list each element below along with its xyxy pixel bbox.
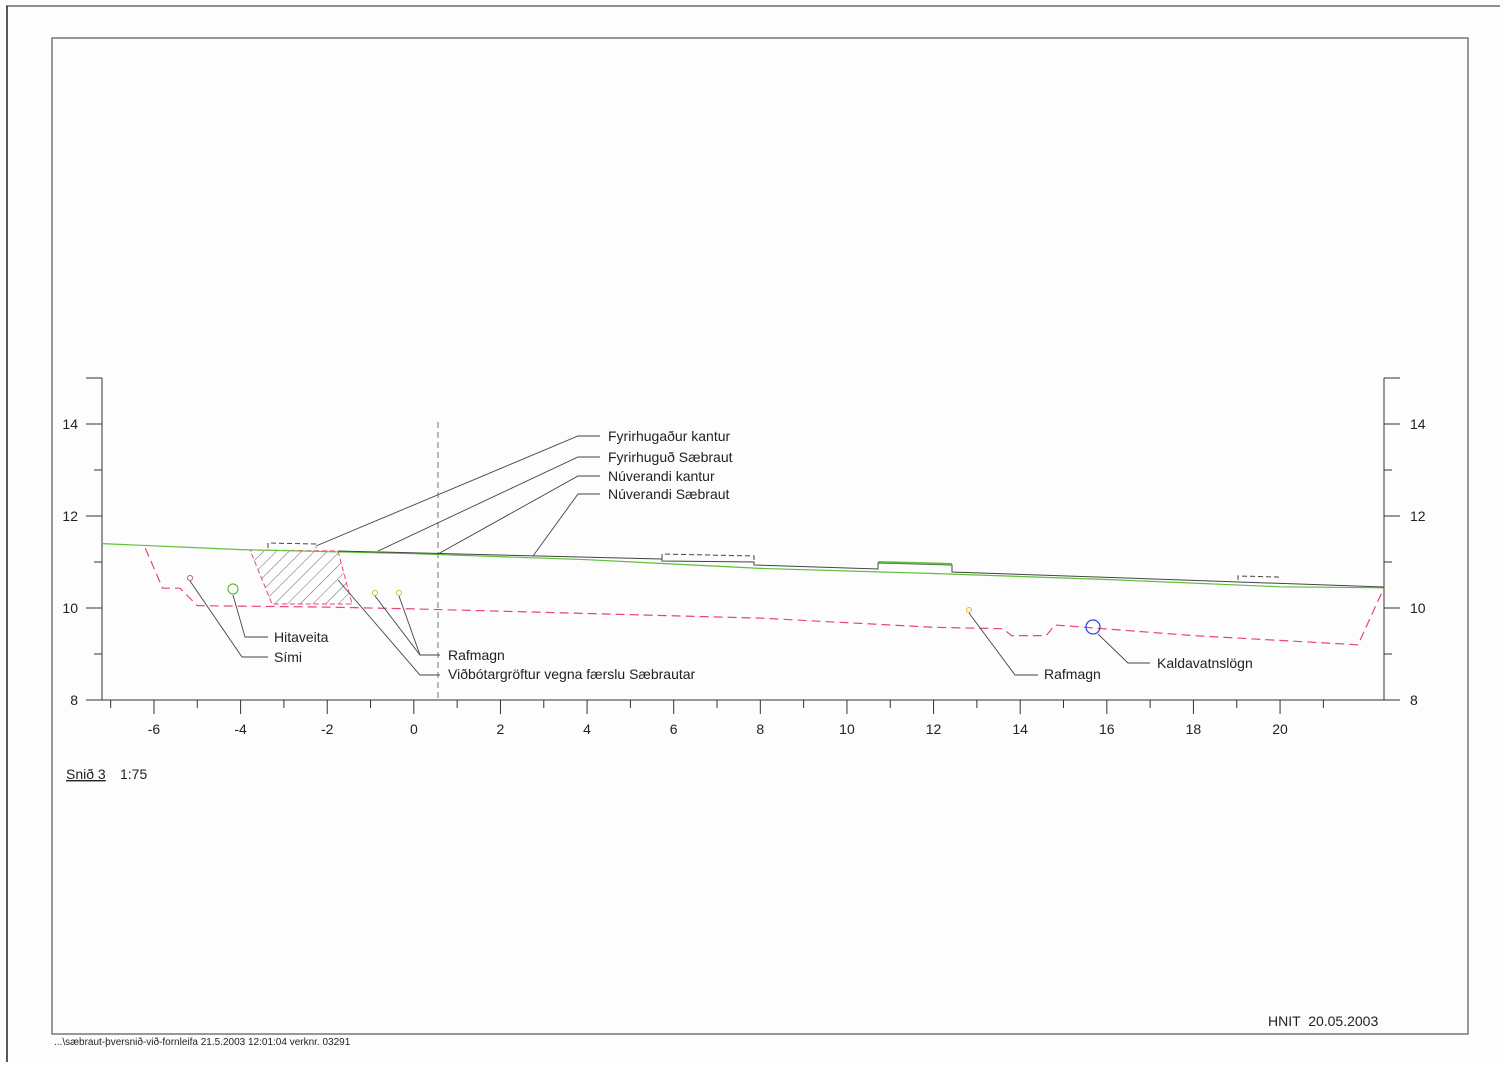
y-tick-label-left: 14 bbox=[62, 416, 78, 432]
y-tick-label-right: 10 bbox=[1410, 600, 1426, 616]
x-tick-label: 6 bbox=[670, 721, 678, 737]
x-tick-label: 18 bbox=[1186, 721, 1202, 737]
electric-cable-marker-3 bbox=[966, 607, 972, 613]
section-label: Snið 3 bbox=[66, 766, 106, 782]
label-additional-excavation: Viðbótargröftur vegna færslu Sæbrautar bbox=[448, 666, 696, 682]
x-tick-label: 16 bbox=[1099, 721, 1115, 737]
right-axis bbox=[1383, 377, 1400, 700]
x-tick-label: 0 bbox=[410, 721, 418, 737]
hot-water-pipe-marker bbox=[227, 583, 239, 595]
x-tick-label: 4 bbox=[583, 721, 591, 737]
label-planned-curb: Fyrirhugaður kantur bbox=[608, 428, 731, 444]
trench-profile bbox=[144, 547, 1385, 646]
electric-cable-marker-2 bbox=[396, 590, 402, 596]
leader-lines bbox=[189, 435, 1150, 676]
existing-curb-3 bbox=[1237, 575, 1279, 580]
existing-curb-2 bbox=[661, 553, 755, 562]
additional-excavation-hatch bbox=[249, 549, 353, 605]
ground-line bbox=[101, 543, 1385, 589]
x-tick-label: -2 bbox=[321, 721, 334, 737]
y-tick-label-left: 8 bbox=[70, 692, 78, 708]
x-tick-label: 10 bbox=[839, 721, 855, 737]
x-tick-label: 14 bbox=[1012, 721, 1028, 737]
planned-curb-segment bbox=[877, 561, 953, 565]
y-tick-label-right: 12 bbox=[1410, 508, 1426, 524]
x-tick-label: -4 bbox=[234, 721, 247, 737]
label-electric-left: Rafmagn bbox=[448, 647, 505, 663]
y-tick-label-right: 8 bbox=[1410, 692, 1418, 708]
drawing-frame bbox=[51, 37, 1469, 1035]
electric-cable-marker-1 bbox=[372, 590, 378, 596]
x-tick-label: -6 bbox=[148, 721, 161, 737]
existing-curb-1 bbox=[267, 542, 317, 548]
label-hot-water: Hitaveita bbox=[274, 629, 329, 645]
x-tick-label: 8 bbox=[756, 721, 764, 737]
label-existing-curb: Núverandi kantur bbox=[608, 468, 715, 484]
x-tick-label: 12 bbox=[926, 721, 942, 737]
x-tick-label: 20 bbox=[1272, 721, 1288, 737]
left-axis bbox=[86, 377, 103, 700]
existing-road-surface bbox=[337, 550, 1385, 588]
y-tick-label-right: 14 bbox=[1410, 416, 1426, 432]
label-planned-road: Fyrirhuguð Sæbraut bbox=[608, 449, 733, 465]
label-existing-road: Núverandi Sæbraut bbox=[608, 486, 730, 502]
section-scale: 1:75 bbox=[120, 766, 147, 782]
x-tick-label: 2 bbox=[497, 721, 505, 737]
label-telephone: Sími bbox=[274, 649, 302, 665]
label-cold-water: Kaldavatnslögn bbox=[1157, 655, 1253, 671]
telephone-cable-marker bbox=[187, 575, 193, 581]
file-path-note: ...\sæbraut-þversnið-við-fornleifa 21.5.… bbox=[54, 1036, 351, 1048]
label-electric-right: Rafmagn bbox=[1044, 666, 1101, 682]
revision-stamp: HNIT 20.05.2003 bbox=[1268, 1013, 1378, 1029]
cold-water-pipe-marker bbox=[1085, 619, 1101, 635]
y-tick-label-left: 10 bbox=[62, 600, 78, 616]
y-tick-label-left: 12 bbox=[62, 508, 78, 524]
